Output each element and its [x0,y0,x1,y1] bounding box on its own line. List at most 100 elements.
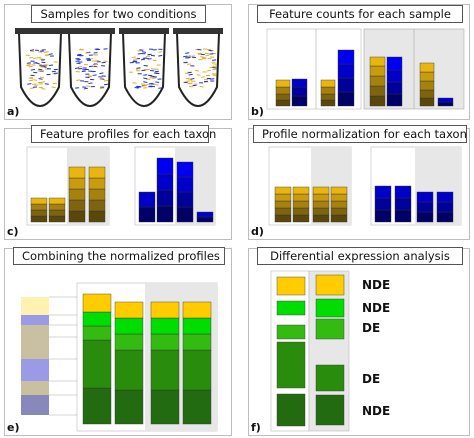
legend-block-4 [21,359,49,381]
e-bar-4-seg-0 [182,389,212,425]
b-blue-3-seg-3 [386,56,403,71]
tube-feature-0 [32,57,37,59]
label-nde-2: NDE [362,301,391,315]
tube-feature-0 [38,68,43,71]
c-blue-3-seg-3 [176,161,194,178]
tube-feature-2 [143,81,148,83]
c-blue-2-seg-0 [156,205,174,223]
tube-feature-1 [78,65,83,68]
panel-b-letter: b) [251,105,264,118]
c-gold-2-seg-3 [48,197,66,205]
b-gold-3-seg-2 [369,75,386,87]
c-blue-2-seg-1 [156,189,174,207]
c-gold-1-seg-1 [30,209,48,217]
tube-feature-1 [87,75,92,78]
e-bar-3-seg-2 [150,333,180,351]
tube-feature-3 [183,55,188,58]
f-bar-1-seg-0 [276,276,306,296]
e-bar-3-seg-0 [150,389,180,425]
c-gold-3-seg-3 [68,177,86,190]
d-blue-2-seg-2 [394,185,412,199]
e-bar-4-seg-3 [182,317,212,335]
b-gold-4-seg-0 [419,97,435,107]
tube-feature-3 [211,52,216,55]
tube-feature-2 [158,51,163,53]
tube-feature-2 [131,56,136,58]
e-bar-1-seg-2 [82,325,112,341]
tube-feature-3 [190,77,195,80]
tube-feature-3 [212,59,217,61]
tube-feature-3 [207,57,212,60]
tube-feature-2 [135,68,141,70]
b-blue-1-seg-0 [291,95,308,107]
tube-feature-1 [76,79,81,81]
b-gold-4-seg-4 [419,62,435,73]
tube-feature-2 [139,49,144,51]
tube-feature-0 [33,79,38,81]
legend-block-5 [21,381,49,395]
d-gold-1-seg-1 [292,207,310,216]
legend-block-0 [21,297,49,315]
tube-feature-2 [152,77,157,79]
b-gold-1-seg-2 [275,86,291,95]
d-gold-0-seg-3 [274,193,292,202]
panel-c-letter: c) [7,225,19,238]
panel-a-letter: a) [7,105,20,118]
e-bar-2-seg-4 [114,301,144,319]
tube-feature-1 [88,82,93,85]
d-gold-0-seg-2 [274,200,292,209]
tube-feature-2 [143,77,148,80]
b-blue-2-seg-1 [337,77,355,93]
tube-feature-3 [212,66,217,69]
b-blue-3-seg-1 [386,81,403,95]
e-bar-2-seg-0 [114,389,144,425]
c-blue-3-seg-0 [176,206,194,223]
c-gold-2-seg-1 [48,209,66,217]
d-gold-0-seg-0 [274,214,292,223]
tube-feature-2 [143,64,148,67]
c-blue-1-seg-1 [138,191,156,208]
differential-expression-bars [270,270,350,432]
c-blue-3-seg-1 [176,191,194,208]
c-gold-1-seg-3 [30,197,48,205]
tube-feature-1 [78,49,84,51]
tube-feature-0 [33,62,38,64]
tube-feature-2 [140,58,146,61]
b-blue-4-seg-1 [437,97,454,103]
tube-feature-2 [142,84,147,87]
tube-feature-0 [26,63,31,65]
c-gold-3-seg-2 [68,188,86,201]
c-gold-1-seg-2 [30,203,48,211]
b-gold-1-seg-1 [275,93,291,101]
e-bar-3-seg-1 [150,349,180,391]
d-gold-1-seg-0 [292,214,310,223]
tube-feature-0 [39,76,45,79]
b-blue-2-seg-2 [337,63,355,79]
tube-feature-2 [144,83,149,86]
c-blue-4-seg-0 [196,216,214,223]
panel-d: Profile normalization for each taxon d) [248,125,470,240]
tube-1 [68,32,112,107]
label-nde-1: NDE [362,278,391,292]
tube-feature-3 [200,76,205,78]
d-gold-2-seg-2 [312,200,330,209]
d-blue-2-seg-0 [394,209,412,223]
panel-c-title: Feature profiles for each taxon [31,125,216,143]
tube-feature-2 [154,70,159,73]
tube-feature-3 [188,73,193,76]
tube-feature-3 [185,52,190,54]
tube-cap-1 [65,28,115,34]
tube-feature-0 [30,50,35,53]
f-bar-2-seg-4 [315,394,345,426]
tube-cap-0 [15,28,65,34]
d-gold-3-seg-2 [330,200,348,209]
tube-feature-0 [41,81,46,83]
b-gold-2-seg-3 [320,79,336,88]
b-gold-3-seg-3 [369,65,386,77]
c-gold-4-seg-2 [88,188,106,201]
b-blue-2-seg-3 [337,49,355,65]
panel-d-letter: d) [251,225,264,238]
f-bar-1-seg-4 [276,393,306,427]
c-gold-4-seg-3 [88,177,106,190]
e-bar-2-seg-3 [114,317,144,335]
